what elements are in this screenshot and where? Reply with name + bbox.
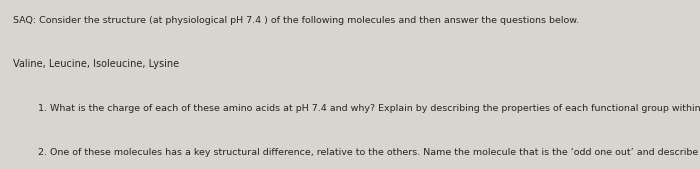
Text: 2. One of these molecules has a key structural difference, relative to the other: 2. One of these molecules has a key stru… [38,148,700,157]
Text: 1. What is the charge of each of these amino acids at pH 7.4 and why? Explain by: 1. What is the charge of each of these a… [38,104,700,113]
Text: SAQ: Consider the structure (at physiological pH 7.4 ) of the following molecule: SAQ: Consider the structure (at physiolo… [13,16,579,25]
Text: Valine, Leucine, Isoleucine, Lysine: Valine, Leucine, Isoleucine, Lysine [13,59,178,69]
